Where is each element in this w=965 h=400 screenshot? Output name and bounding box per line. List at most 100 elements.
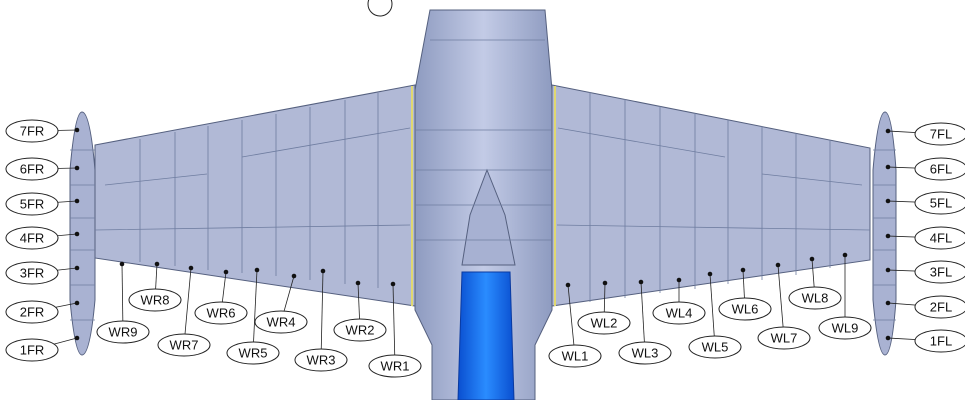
- spine: [461, 168, 516, 266]
- marker-dot: [355, 280, 361, 286]
- marker-dot: [676, 277, 682, 283]
- callout-label: WL9: [832, 320, 859, 335]
- marker-dot: [254, 267, 260, 273]
- callout-bubble: [618, 341, 672, 365]
- marker-dot: [74, 300, 80, 306]
- callout: WL6: [718, 297, 772, 321]
- callout-label: WR5: [239, 345, 268, 360]
- callout-label: WR2: [346, 322, 375, 337]
- marker-dot: [74, 165, 80, 171]
- callout-label: WR9: [109, 324, 138, 339]
- callout-bubble: [226, 341, 280, 365]
- marker-dot: [885, 335, 891, 341]
- left-tip: [872, 111, 897, 356]
- leader-line: [183, 267, 192, 346]
- callout: 2FL: [914, 295, 965, 319]
- callout-label: WL3: [632, 345, 659, 360]
- marker-dot: [740, 267, 746, 273]
- marker-dot: [223, 269, 229, 275]
- marker-dot: [74, 265, 80, 271]
- callout-bubble: [652, 301, 706, 325]
- leader-line: [320, 270, 324, 361]
- callout-bubble: [5, 338, 59, 362]
- callout: WR2: [333, 318, 387, 342]
- callout-bubble: [368, 354, 422, 378]
- callout: 1FR: [5, 338, 59, 362]
- leader-line: [392, 283, 396, 367]
- marker-dot: [74, 127, 80, 133]
- callout-label: 2FR: [20, 304, 45, 319]
- callout-bubble: [5, 157, 59, 181]
- marker-dot: [154, 261, 160, 267]
- leader-line: [252, 269, 258, 354]
- callout: WL3: [618, 341, 672, 365]
- callout-label: 2FL: [930, 299, 952, 314]
- callout-bubble: [577, 311, 631, 335]
- callout-label: WR3: [307, 352, 336, 367]
- callout: 6FR: [5, 157, 59, 181]
- leader-line: [777, 264, 785, 339]
- callout: 6FL: [914, 157, 965, 181]
- callout-bubble: [5, 119, 59, 143]
- callout: 4FR: [5, 226, 59, 250]
- callout-label: WL8: [802, 290, 829, 305]
- marker-dot: [638, 279, 644, 285]
- cut-marker: [367, 0, 393, 17]
- marker-dot: [775, 262, 781, 268]
- callout-bubble: [757, 326, 811, 350]
- leader-line: [640, 281, 646, 354]
- callout-label: WL5: [702, 339, 729, 354]
- callout: WL1: [548, 344, 602, 368]
- leader-line: [709, 273, 716, 348]
- callout: WR9: [96, 320, 150, 344]
- right-tip: [69, 111, 96, 356]
- callout-label: 1FR: [20, 342, 45, 357]
- marker-dot: [885, 267, 891, 273]
- callout-label: 7FL: [930, 126, 952, 141]
- marker-dot: [565, 282, 571, 288]
- marker-dot: [885, 198, 891, 204]
- callout-bubble: [914, 260, 965, 284]
- callout: WL9: [818, 316, 872, 340]
- callout-bubble: [294, 348, 348, 372]
- callout-label: 1FL: [930, 333, 952, 348]
- callout-label: WL1: [562, 348, 589, 363]
- callout-bubble: [818, 316, 872, 340]
- marker-dot: [74, 231, 80, 237]
- callout-bubble: [254, 310, 308, 334]
- callout: 7FL: [914, 122, 965, 146]
- marker-dot: [885, 233, 891, 239]
- callout: WR6: [194, 301, 248, 325]
- callout-label: WL6: [732, 301, 759, 316]
- callout: WL7: [757, 326, 811, 350]
- callout-label: WR7: [170, 337, 199, 352]
- marker-dot: [119, 261, 125, 267]
- callout-label: 7FR: [20, 123, 45, 138]
- aircraft: [69, 0, 897, 400]
- callout-bubble: [914, 122, 965, 146]
- callout-label: WL7: [771, 330, 798, 345]
- callout: 7FR: [5, 119, 59, 143]
- callout-label: 5FL: [930, 195, 952, 210]
- callout: 3FR: [5, 261, 59, 285]
- callout: 5FR: [5, 192, 59, 216]
- marker-dot: [842, 252, 848, 258]
- callout-bubble: [914, 157, 965, 181]
- leader-line: [567, 284, 576, 357]
- callout-label: 4FL: [930, 230, 952, 245]
- callout-bubble: [194, 301, 248, 325]
- callout-label: WL2: [591, 315, 618, 330]
- callout-label: WR1: [381, 358, 410, 373]
- callout-bubble: [5, 300, 59, 324]
- right-wing: [94, 84, 416, 307]
- exhaust: [457, 271, 515, 400]
- labels: WR1 WR2 WR3 WR4 WR5 WR6 WR7 WR8 WR9 WL1 WL2 WL3 WL4 W…: [5, 119, 965, 378]
- callout: WL4: [652, 301, 706, 325]
- callout-bubble: [914, 191, 965, 215]
- marker-dot: [188, 265, 194, 271]
- callout: WR3: [294, 348, 348, 372]
- callout-bubble: [548, 344, 602, 368]
- callout: 1FL: [914, 329, 965, 353]
- callout-bubble: [5, 261, 59, 285]
- callout-label: WR4: [267, 314, 296, 329]
